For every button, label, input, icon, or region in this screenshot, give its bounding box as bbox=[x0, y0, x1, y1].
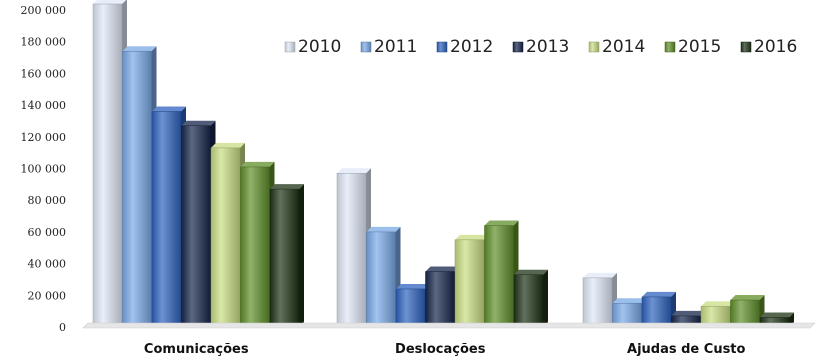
legend-item: 2016 bbox=[740, 37, 797, 57]
legend-swatch bbox=[512, 41, 524, 53]
x-category-label: Comunicações bbox=[144, 342, 249, 357]
y-tick-label: 160 000 bbox=[21, 67, 67, 80]
x-axis: Comunicações Deslocações Ajudas de Custo bbox=[82, 322, 816, 357]
bar bbox=[582, 272, 617, 328]
y-tick-label: 0 bbox=[59, 321, 66, 334]
y-tick-label: 180 000 bbox=[21, 36, 67, 49]
y-tick-label: 120 000 bbox=[21, 131, 67, 144]
legend-swatch bbox=[664, 41, 676, 53]
bar bbox=[612, 298, 647, 328]
legend-item: 2011 bbox=[360, 37, 417, 57]
x-category-label: Ajudas de Custo bbox=[627, 342, 746, 357]
bar bbox=[122, 46, 157, 328]
legend-item: 2013 bbox=[512, 37, 569, 57]
y-tick-label: 140 000 bbox=[21, 99, 67, 112]
legend-label: 2012 bbox=[450, 37, 493, 57]
bar bbox=[210, 142, 245, 328]
bar bbox=[513, 269, 548, 328]
legend-label: 2010 bbox=[298, 37, 341, 57]
y-tick-label: 60 000 bbox=[28, 226, 67, 239]
bar bbox=[181, 120, 216, 328]
y-tick-label: 80 000 bbox=[28, 194, 67, 207]
bar bbox=[269, 184, 304, 328]
legend-label: 2016 bbox=[754, 37, 797, 57]
y-axis: 0 20 000 40 000 60 000 80 000 100 000 120 000 1… bbox=[21, 4, 67, 334]
bars bbox=[92, 0, 794, 328]
legend-item: 2015 bbox=[664, 37, 721, 57]
bar bbox=[641, 291, 676, 328]
legend-item: 2010 bbox=[284, 37, 341, 57]
legend-item: 2014 bbox=[588, 37, 645, 57]
y-tick-label: 100 000 bbox=[21, 163, 67, 176]
x-category-label: Deslocações bbox=[395, 342, 486, 357]
chart-floor bbox=[82, 322, 816, 329]
legend-swatch bbox=[436, 41, 448, 53]
bar bbox=[151, 106, 186, 328]
legend-swatch bbox=[740, 41, 752, 53]
legend-label: 2011 bbox=[374, 37, 417, 57]
legend-swatch bbox=[284, 41, 296, 53]
legend-swatch bbox=[588, 41, 600, 53]
legend-item: 2012 bbox=[436, 37, 493, 57]
bar bbox=[425, 266, 460, 328]
legend-label: 2013 bbox=[526, 37, 569, 57]
bar bbox=[484, 220, 519, 328]
y-tick-label: 200 000 bbox=[21, 4, 67, 17]
legend-label: 2014 bbox=[602, 37, 645, 57]
y-tick-label: 20 000 bbox=[28, 289, 67, 302]
bar bbox=[454, 234, 489, 328]
bar bbox=[366, 226, 401, 328]
bar bbox=[395, 283, 430, 328]
bar bbox=[240, 161, 275, 328]
bar bbox=[92, 0, 127, 328]
legend: 2010 2011 2012 2013 2014 2015 2016 bbox=[284, 37, 797, 57]
bar bbox=[730, 295, 765, 328]
bar bbox=[336, 168, 371, 328]
y-tick-label: 40 000 bbox=[28, 258, 67, 271]
legend-label: 2015 bbox=[678, 37, 721, 57]
legend-swatch bbox=[360, 41, 372, 53]
